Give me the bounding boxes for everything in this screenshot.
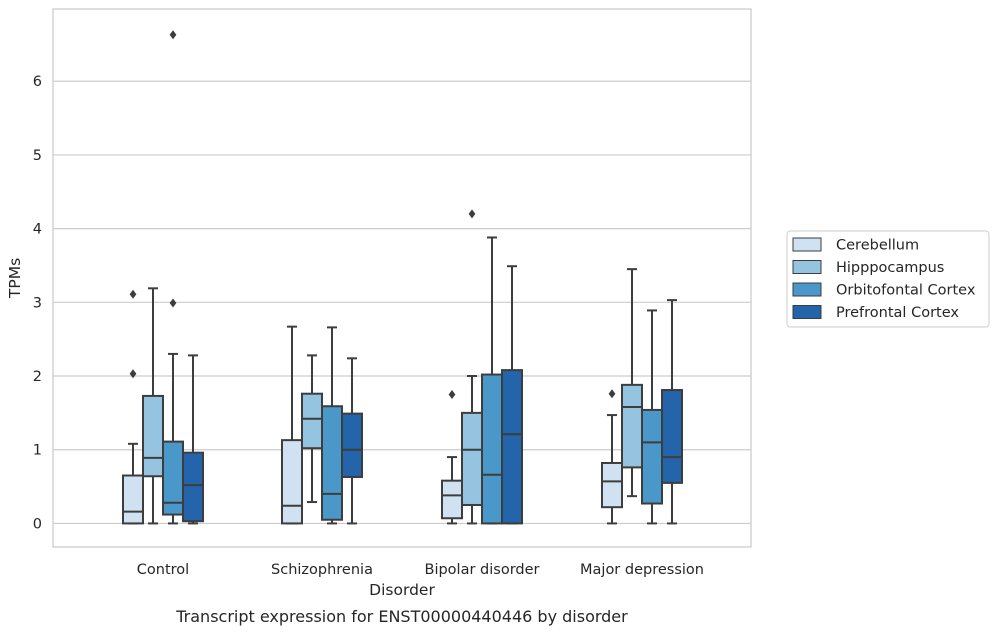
box-body bbox=[321, 405, 343, 521]
box-2-2 bbox=[481, 236, 503, 525]
x-tick-label: Schizophrenia bbox=[271, 562, 373, 578]
box-1-0 bbox=[142, 287, 164, 525]
outlier-point bbox=[129, 369, 137, 379]
box-body bbox=[661, 389, 683, 484]
box-body bbox=[301, 392, 323, 450]
box-0-1 bbox=[281, 325, 303, 525]
box-body bbox=[601, 461, 623, 509]
legend-label: Hipppocampus bbox=[836, 260, 944, 276]
y-tick-label: 2 bbox=[33, 369, 42, 385]
outlier-point bbox=[129, 289, 137, 299]
legend: Cerebellum Hipppocampus Orbitofontal Corte… bbox=[786, 230, 990, 328]
legend-swatch bbox=[792, 305, 822, 319]
legend-swatch bbox=[792, 260, 822, 274]
box-2-0 bbox=[162, 30, 184, 525]
legend-label: Orbitofontal Cortex bbox=[836, 283, 976, 299]
legend-swatch bbox=[792, 282, 822, 297]
x-tick-label: Bipolar disorder bbox=[425, 562, 540, 578]
boxes bbox=[122, 30, 683, 525]
legend-label: Cerebellum bbox=[836, 238, 919, 254]
x-axis-label: Disorder bbox=[369, 581, 435, 599]
x-tick-label: Control bbox=[137, 562, 189, 578]
legend-label: Prefrontal Cortex bbox=[836, 305, 959, 321]
box-body bbox=[641, 408, 663, 505]
outlier-point bbox=[448, 389, 456, 399]
y-tick-label: 6 bbox=[33, 74, 42, 90]
box-3-1 bbox=[341, 357, 363, 525]
box-body bbox=[122, 474, 144, 525]
box-0-0 bbox=[122, 289, 144, 525]
box-body bbox=[461, 411, 483, 506]
outlier-point bbox=[608, 389, 616, 399]
box-3-0 bbox=[182, 354, 204, 525]
y-tick-labels: 0 1 2 3 4 5 6 bbox=[33, 74, 42, 532]
y-tick-label: 0 bbox=[33, 516, 42, 532]
box-body bbox=[621, 383, 643, 469]
outlier-point bbox=[169, 298, 177, 308]
box-0-2 bbox=[441, 389, 463, 525]
chart-caption: Transcript expression for ENST0000044044… bbox=[175, 607, 628, 626]
box-2-1 bbox=[321, 326, 343, 525]
box-body bbox=[281, 439, 303, 525]
box-body bbox=[142, 394, 164, 478]
plot-frame bbox=[52, 8, 752, 548]
y-axis-label: TPMs bbox=[6, 258, 24, 299]
y-tick-label: 5 bbox=[33, 148, 42, 164]
outlier-point bbox=[169, 30, 177, 40]
y-tick-label: 4 bbox=[33, 222, 42, 238]
legend-frame bbox=[786, 230, 990, 328]
box-body bbox=[501, 369, 523, 525]
box-3-2 bbox=[501, 265, 523, 525]
outlier-point bbox=[468, 209, 476, 219]
box-body bbox=[441, 479, 463, 520]
box-body bbox=[481, 373, 503, 525]
box-body bbox=[341, 412, 363, 478]
box-1-1 bbox=[301, 354, 323, 504]
y-tick-label: 1 bbox=[33, 443, 42, 459]
box-0-3 bbox=[601, 389, 623, 525]
x-tick-labels: Control Schizophrenia Bipolar disorder Majo… bbox=[137, 562, 704, 578]
x-tick-label: Major depression bbox=[580, 562, 704, 578]
legend-swatch bbox=[792, 237, 822, 252]
y-tick-label: 3 bbox=[33, 295, 42, 311]
box-1-2 bbox=[461, 209, 483, 525]
box-3-3 bbox=[661, 299, 683, 525]
box-2-3 bbox=[641, 309, 663, 525]
box-body bbox=[182, 451, 204, 523]
box-1-3 bbox=[621, 268, 643, 498]
